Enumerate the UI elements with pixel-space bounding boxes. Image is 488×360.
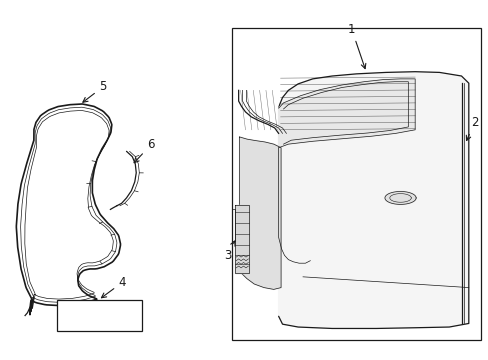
Text: 4: 4	[101, 276, 126, 298]
Bar	[232, 28, 480, 339]
Polygon shape	[234, 205, 249, 273]
Polygon shape	[278, 79, 414, 148]
Text: 5: 5	[82, 80, 106, 102]
Text: 2: 2	[466, 116, 477, 140]
Text: 6: 6	[134, 138, 154, 163]
Text: 1: 1	[347, 23, 365, 69]
Text: 3: 3	[224, 241, 235, 262]
Polygon shape	[239, 137, 281, 289]
Polygon shape	[384, 192, 415, 204]
Bar	[57, 300, 142, 330]
Polygon shape	[278, 72, 468, 328]
